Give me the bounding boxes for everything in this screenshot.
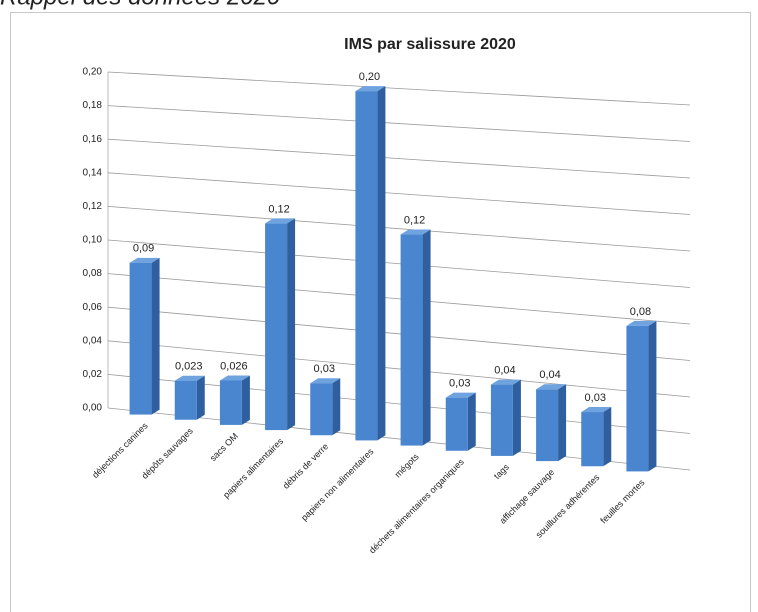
bar-top	[129, 257, 160, 263]
chart-title: IMS par salissure 2020	[344, 36, 516, 53]
bar	[490, 384, 513, 456]
grid-line	[107, 239, 691, 288]
value-label: 0,03	[449, 378, 470, 390]
bar-side	[422, 229, 431, 446]
bar-top	[219, 375, 250, 381]
value-label: 0,026	[220, 360, 248, 372]
bar-side	[648, 320, 657, 472]
bar-side	[603, 407, 612, 467]
grid-line	[107, 273, 691, 325]
y-tick-label: 0,10	[83, 235, 103, 246]
bar-top	[400, 229, 431, 235]
y-tick-label: 0,16	[83, 134, 103, 145]
bar	[626, 325, 649, 472]
bar	[445, 397, 468, 451]
bar	[355, 91, 378, 441]
bar-top	[355, 86, 386, 92]
bar-top	[445, 392, 476, 398]
y-tick-label: 0,18	[83, 100, 103, 111]
bar-side	[512, 379, 521, 456]
value-label: 0,04	[539, 369, 560, 381]
bar	[174, 380, 197, 420]
y-tick-label: 0,14	[83, 167, 103, 178]
value-label: 0,04	[494, 365, 515, 377]
y-tick-label: 0,02	[83, 369, 103, 380]
bar	[536, 389, 559, 462]
bar-side	[151, 257, 160, 415]
grid-line	[107, 172, 691, 215]
value-label: 0,12	[404, 214, 425, 226]
value-label: 0,08	[630, 306, 651, 318]
bar-side	[196, 375, 205, 420]
value-label: 0,12	[268, 203, 289, 215]
y-tick-label: 0,20	[83, 67, 103, 78]
bar-side	[241, 375, 250, 425]
value-label: 0,09	[133, 243, 154, 255]
bar-top	[490, 379, 521, 385]
bar	[400, 234, 423, 446]
bar-top	[174, 375, 205, 381]
bar	[219, 380, 242, 425]
bar	[265, 223, 288, 431]
bar-side	[377, 86, 386, 441]
value-label: 0,023	[175, 361, 203, 373]
bar	[129, 262, 152, 415]
y-tick-label: 0,00	[83, 403, 103, 414]
y-tick-label: 0,04	[83, 335, 103, 346]
bar-top	[626, 320, 657, 326]
grid-line	[107, 105, 691, 142]
grid-line	[107, 306, 691, 361]
y-tick-label: 0,06	[83, 302, 103, 313]
bar-side	[287, 218, 296, 431]
bar-top	[310, 378, 341, 384]
value-label: 0,03	[314, 363, 335, 375]
grid-line	[107, 71, 691, 106]
grid-line	[107, 340, 691, 398]
bar	[310, 383, 333, 436]
grid-line	[107, 206, 691, 252]
grid-line	[107, 138, 691, 179]
bar-top	[581, 407, 612, 413]
bar-side	[558, 384, 567, 462]
bar	[581, 412, 604, 467]
value-label: 0,20	[359, 71, 380, 83]
value-label: 0,03	[585, 392, 606, 404]
bar-top	[265, 218, 296, 224]
bar-side	[467, 392, 476, 451]
page-heading: Rappel des données 2020	[0, 0, 281, 10]
y-tick-label: 0,08	[83, 268, 103, 279]
bar-side	[332, 378, 341, 436]
y-tick-label: 0,12	[83, 201, 103, 212]
bar-top	[536, 384, 567, 390]
